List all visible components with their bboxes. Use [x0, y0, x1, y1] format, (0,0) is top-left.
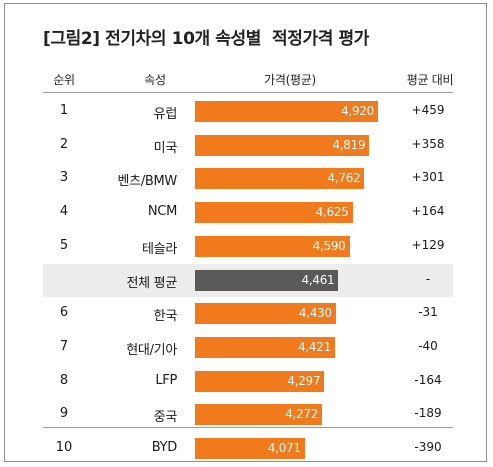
- bar: [195, 134, 370, 156]
- rank-label: 6: [59, 305, 69, 321]
- table-row: 8 LFP 4,297 -164: [43, 365, 453, 398]
- table-row: 3 벤츠/BMW 4,762 +301: [43, 162, 453, 195]
- header-price: 가격(평균): [264, 73, 316, 87]
- bar-value-label: 4,430: [298, 306, 332, 321]
- bar-value-label: 4,461: [301, 272, 335, 287]
- category-label: 테슬라: [142, 241, 177, 257]
- diff-label: +459: [411, 103, 445, 117]
- diff-label: +164: [411, 204, 445, 219]
- bar-value-label: 4,625: [315, 205, 349, 220]
- bar: [195, 235, 350, 257]
- header-diff: 평균 대비: [406, 73, 454, 87]
- category-label: 유럽: [153, 107, 178, 122]
- diff-label: -189: [414, 406, 442, 421]
- category-label: 미국: [153, 140, 178, 156]
- bar-value-label: 4,920: [341, 104, 374, 118]
- bar: [195, 404, 323, 426]
- rank-label: 8: [59, 372, 69, 388]
- header-divider: [43, 92, 453, 93]
- bar: [195, 202, 353, 224]
- bar-value-label: 4,071: [267, 441, 301, 455]
- table-row: 1 유럽 4,920 +459: [43, 95, 453, 128]
- header-rank: 순위: [53, 73, 75, 87]
- bar-value-label: 4,590: [312, 238, 346, 253]
- diff-label: +358: [411, 136, 445, 151]
- table-row: 5 테슬라 4,590 +129: [43, 230, 453, 263]
- bar: [195, 336, 335, 358]
- category-label: 전체 평균: [126, 275, 178, 291]
- category-label: BYD: [151, 440, 178, 455]
- table-row: 4 NCM 4,625 +164: [43, 196, 453, 229]
- diff-label: -390: [414, 440, 442, 454]
- bar-value-label: 4,819: [332, 137, 366, 152]
- bar-value-label: 4,297: [287, 373, 321, 388]
- rank-label: 2: [59, 136, 69, 152]
- table-row: 9 중국 4,272 -189: [43, 398, 453, 431]
- rank-label: 4: [59, 204, 69, 220]
- category-label: NCM: [147, 204, 177, 220]
- category-label: 현대/기아: [126, 342, 177, 358]
- bar: [195, 438, 305, 459]
- bar: [195, 168, 365, 190]
- average-bar: [195, 269, 339, 291]
- table-row: 10 BYD 4,071 -390: [43, 432, 453, 465]
- bar: [195, 303, 336, 325]
- category-label: 중국: [153, 410, 178, 426]
- diff-label: -40: [418, 338, 438, 353]
- table-row: 2 미국 4,819 +358: [43, 129, 453, 162]
- rank-label: 7: [59, 338, 69, 354]
- average-row: 전체 평균 4,461 -: [43, 263, 453, 297]
- rank-label: 5: [59, 237, 69, 253]
- category-label: LFP: [155, 372, 177, 388]
- bar: [195, 101, 378, 122]
- bar-value-label: 4,272: [285, 407, 319, 422]
- header-category: 속성: [144, 73, 166, 87]
- bar: [195, 370, 325, 392]
- diff-label: -31: [418, 305, 438, 320]
- bar-value-label: 4,421: [298, 339, 331, 354]
- chart-frame: [4, 3, 487, 462]
- rank-label: 3: [59, 170, 69, 186]
- diff-label: +301: [411, 170, 445, 185]
- category-label: 한국: [153, 309, 178, 325]
- category-label: 벤츠/BMW: [117, 174, 178, 190]
- rank-label: 1: [59, 103, 69, 118]
- diff-label: -: [425, 271, 431, 286]
- rank-label: 9: [59, 406, 69, 422]
- table-row: 6 한국 4,430 -31: [43, 297, 453, 330]
- diff-label: +129: [411, 237, 445, 252]
- rank-label: 10: [55, 440, 73, 455]
- bottom-divider: [43, 427, 453, 428]
- table-row: 7 현대/기아 4,421 -40: [43, 331, 453, 364]
- chart-title: [그림2] 전기차의 10개 속성별 적정가격 평가: [43, 29, 369, 49]
- diff-label: -164: [414, 372, 442, 387]
- bar-value-label: 4,762: [327, 171, 361, 186]
